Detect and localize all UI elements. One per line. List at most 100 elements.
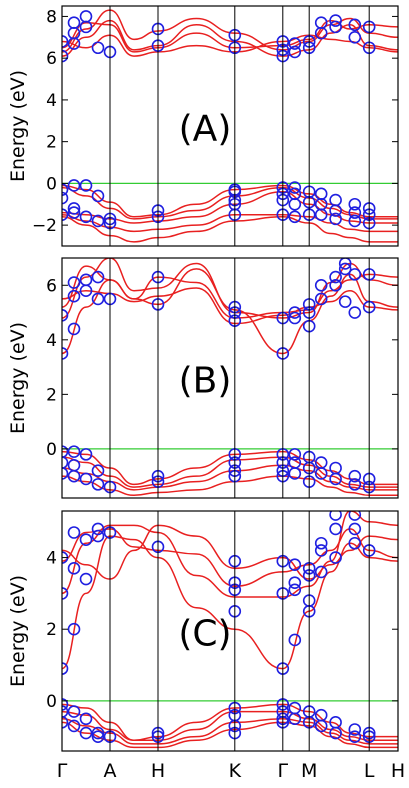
projection-marker — [288, 467, 302, 480]
projection-marker — [288, 181, 302, 194]
projection-marker — [62, 587, 69, 600]
projection-marker — [67, 206, 81, 219]
y-tick-label: 2 — [46, 385, 57, 405]
y-tick-label: 2 — [46, 133, 57, 153]
projection-marker — [62, 308, 69, 322]
projection-marker — [91, 726, 105, 740]
projection-marker — [62, 456, 69, 469]
projection-marker — [79, 572, 93, 586]
projection-marker — [329, 472, 342, 486]
kpoint-label: L — [364, 760, 375, 782]
projection-marker — [314, 536, 328, 550]
projection-marker — [288, 210, 302, 224]
y-tick-label: 0 — [46, 692, 57, 712]
projection-marker — [79, 712, 93, 726]
projection-marker — [288, 558, 302, 572]
projection-marker — [288, 576, 302, 589]
projection-marker — [348, 730, 362, 743]
projection-marker — [62, 698, 69, 711]
projection-marker — [288, 633, 302, 647]
projection-marker — [91, 464, 105, 478]
panel-2: 0 2 4 6 Energy (eV) (B) — [7, 257, 399, 499]
projection-marker — [329, 20, 342, 34]
kpoint-label: Γ — [278, 760, 289, 782]
projection-marker — [91, 522, 105, 536]
projection-marker — [348, 18, 362, 32]
projection-marker — [314, 467, 328, 480]
kpoint-label: A — [104, 760, 117, 782]
projection-marker — [67, 526, 81, 539]
y-tick-label: 6 — [46, 49, 57, 69]
projection-marker — [79, 10, 93, 23]
projection-marker — [348, 536, 362, 550]
projection-marker — [67, 445, 81, 458]
projection-marker — [91, 730, 105, 743]
projection-marker — [67, 469, 81, 483]
projection-marker — [314, 208, 328, 221]
projection-marker — [91, 214, 105, 228]
projection-marker — [338, 295, 352, 308]
projection-marker — [79, 448, 93, 461]
projection-marker — [91, 270, 105, 284]
y-tick-label: 8 — [46, 7, 57, 27]
projection-marker — [67, 458, 81, 472]
y-tick-label: −2 — [32, 216, 57, 236]
projection-marker — [67, 276, 81, 289]
projection-marker — [314, 292, 328, 306]
projection-marker — [79, 533, 93, 546]
panel-label: (B) — [179, 360, 232, 401]
projection-marker — [67, 322, 81, 336]
projection-marker — [348, 268, 362, 281]
kpoint-label: H — [391, 760, 405, 782]
projection-marker — [288, 583, 302, 597]
projection-marker — [62, 35, 69, 48]
projection-marker — [288, 37, 302, 50]
y-tick-label: 6 — [46, 276, 57, 296]
projection-marker — [67, 622, 81, 636]
projection-marker — [67, 705, 81, 718]
projection-marker — [288, 448, 302, 461]
projection-marker — [348, 31, 362, 44]
projection-marker — [91, 41, 105, 55]
projection-marker — [329, 726, 342, 740]
projection-marker — [329, 522, 342, 536]
projection-marker — [348, 478, 362, 491]
projection-marker — [79, 210, 93, 224]
projection-marker — [288, 311, 302, 325]
projection-marker — [79, 273, 93, 287]
projection-marker — [314, 544, 328, 557]
projection-marker — [288, 197, 302, 211]
axes-frame — [61, 5, 399, 247]
projection-marker — [348, 306, 362, 319]
projection-marker — [62, 191, 69, 205]
projection-marker — [62, 49, 69, 63]
projection-marker — [91, 189, 105, 203]
y-axis-label: Energy (eV) — [7, 70, 29, 182]
projection-marker — [348, 511, 362, 521]
projection-marker — [62, 445, 69, 458]
panel-1: −2 0 2 4 6 8 Energy (eV) (A) — [7, 5, 399, 247]
y-axis-label: Energy (eV) — [7, 322, 29, 434]
kpoint-label: Γ — [57, 760, 68, 782]
projection-marker — [67, 562, 81, 575]
projection-marker — [338, 258, 352, 270]
projection-marker — [314, 187, 328, 201]
projection-marker — [329, 278, 342, 292]
kpoint-label: M — [301, 760, 317, 782]
projection-marker — [329, 551, 342, 564]
y-tick-label: 4 — [46, 331, 57, 351]
projection-marker — [62, 467, 69, 480]
projection-marker — [329, 204, 342, 217]
projection-marker — [79, 179, 93, 192]
y-tick-label: 4 — [46, 549, 57, 569]
projection-marker — [62, 208, 69, 221]
projection-marker — [329, 193, 342, 207]
projection-marker — [67, 289, 81, 303]
projection-marker — [288, 306, 302, 319]
projection-marker — [62, 662, 69, 675]
projection-marker — [348, 206, 362, 219]
projection-marker — [338, 262, 352, 276]
projection-marker — [67, 719, 81, 733]
projection-marker — [314, 719, 328, 733]
